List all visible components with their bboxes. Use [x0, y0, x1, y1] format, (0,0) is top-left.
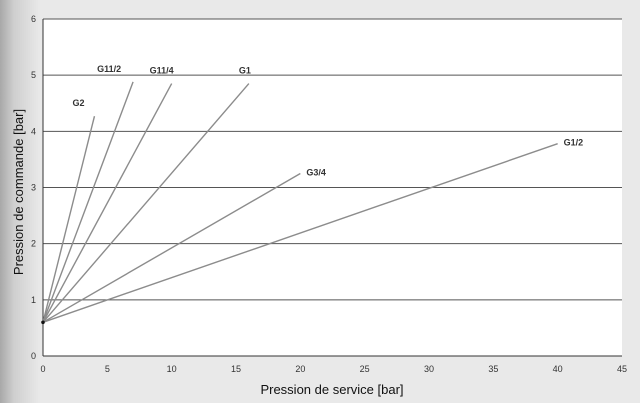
series-line-g1 — [42, 83, 250, 323]
origin-point — [41, 320, 45, 325]
series-label-g3-4: G3/4 — [306, 167, 326, 177]
x-tick-label-40: 40 — [553, 364, 563, 374]
x-tick-label-10: 10 — [167, 364, 177, 374]
x-tick-label-25: 25 — [360, 364, 370, 374]
series-line-g3-4 — [42, 172, 301, 323]
y-tick-label-3: 3 — [31, 183, 36, 193]
x-tick-label-20: 20 — [295, 364, 305, 374]
y-tick-label-1: 1 — [31, 295, 36, 305]
series-line-g2 — [42, 115, 96, 323]
x-tick-label-45: 45 — [617, 364, 627, 374]
y-tick-label-6: 6 — [31, 14, 36, 24]
series-lines — [41, 81, 558, 325]
y-axis-title: Pression de commande [bar] — [11, 109, 26, 275]
series-labels: G2 G11/2 G11/4 G1 G3/4 G1/2 — [72, 64, 583, 178]
series-label-g2: G2 — [72, 98, 84, 108]
series-line-g1-2 — [42, 143, 558, 323]
y-tick-labels: 0 1 2 3 4 5 6 — [31, 14, 36, 361]
x-tick-label-5: 5 — [105, 364, 110, 374]
series-line-g11-4 — [42, 83, 173, 323]
series-label-g11-4: G11/4 — [150, 66, 174, 76]
x-tick-label-15: 15 — [231, 364, 241, 374]
x-tick-label-30: 30 — [424, 364, 434, 374]
x-tick-label-0: 0 — [40, 364, 45, 374]
series-label-g1-2: G1/2 — [564, 138, 584, 148]
x-axis-title: Pression de service [bar] — [260, 382, 403, 397]
x-tick-labels: 0 5 10 15 20 25 30 35 40 45 — [40, 364, 627, 374]
x-tick-label-35: 35 — [488, 364, 498, 374]
axes — [42, 19, 622, 357]
y-tick-label-0: 0 — [31, 351, 36, 361]
y-tick-label-2: 2 — [31, 239, 36, 249]
grid-lines — [43, 18, 622, 301]
y-tick-label-4: 4 — [31, 126, 36, 136]
series-label-g11-2: G11/2 — [97, 64, 121, 74]
series-line-g11-2 — [42, 81, 134, 323]
y-tick-label-5: 5 — [31, 70, 36, 80]
series-label-g1: G1 — [239, 66, 251, 76]
